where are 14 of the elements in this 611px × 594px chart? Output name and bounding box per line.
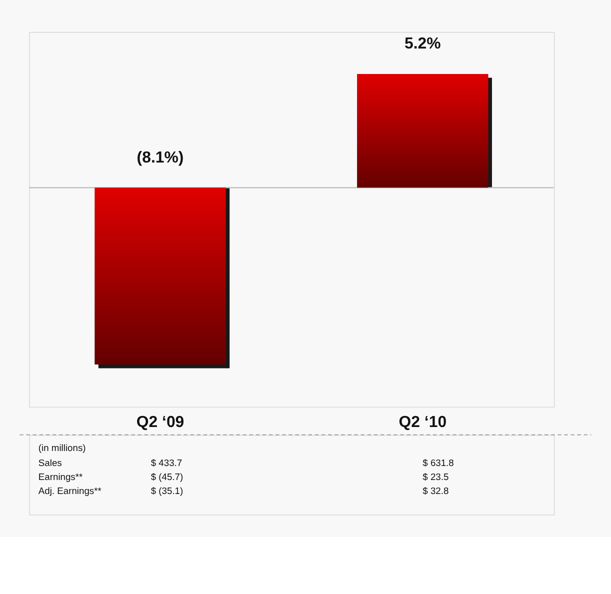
text: $ 433.7 (150, 458, 182, 468)
text: $ (35.1) (150, 486, 184, 496)
text: Sales (38, 458, 62, 468)
text: $ 32.8 (422, 486, 449, 496)
x-tick-label: Q2 ‘10 (398, 414, 447, 431)
text: $ 631.8 (422, 458, 454, 468)
text: $ (45.7) (150, 472, 184, 482)
text: Adj. Earnings** (38, 486, 102, 496)
text: (in millions) (38, 442, 86, 453)
text: Earnings** (38, 472, 84, 482)
data-label: (8.1%) (136, 149, 184, 166)
text: $ 23.5 (422, 472, 449, 482)
x-tick-label: Q2 ‘09 (136, 414, 184, 431)
data-label: 5.2% (404, 36, 441, 53)
